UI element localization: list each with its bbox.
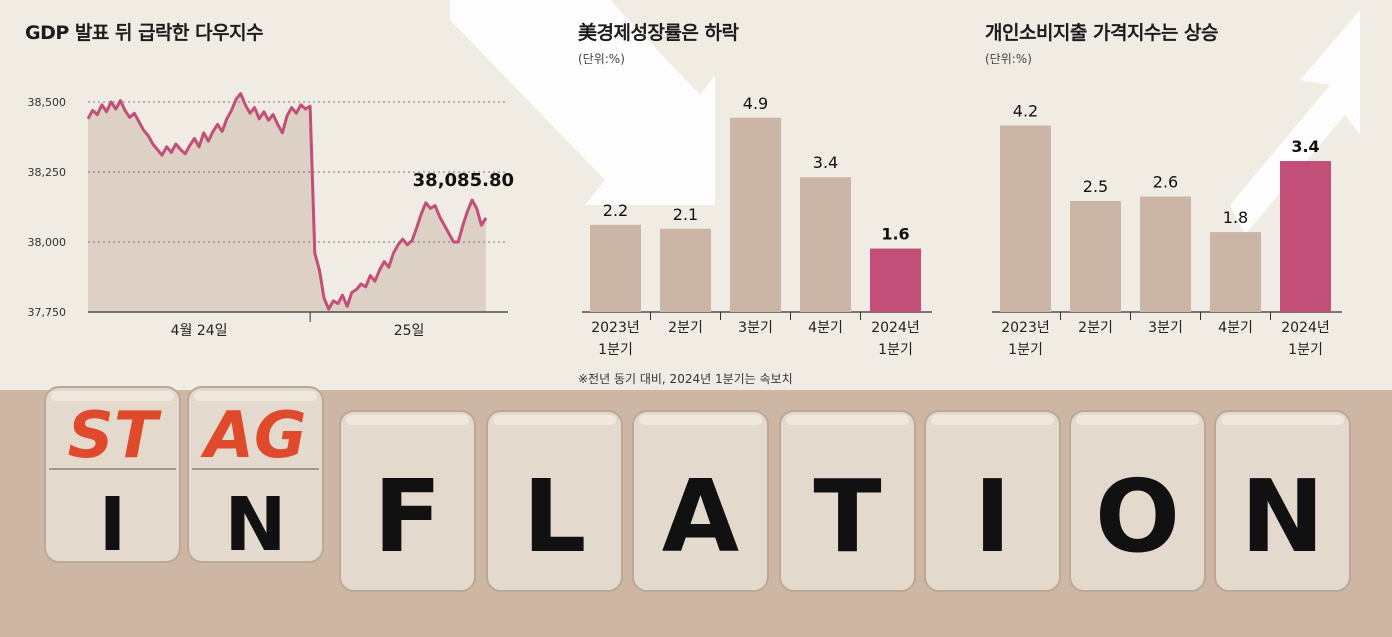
dow-last-value-label: 38,085.80	[413, 170, 514, 191]
gdp-bar	[660, 228, 711, 312]
pce-chart-title: 개인소비지출 가격지수는 상승	[985, 22, 1218, 44]
gdp-category-label: 1분기	[878, 342, 913, 358]
die-6: T	[779, 410, 916, 592]
pce-category-label: 4분기	[1218, 320, 1253, 336]
die-letter: T	[813, 458, 881, 575]
gdp-category-label: 4분기	[808, 320, 843, 336]
die-top-letter: ST	[68, 399, 162, 473]
gdp-bar-chart: 2.2 2023년 1분기 2.1 2분기 4.9 3분기 3.4 4분기 1.6 2024년 1분기	[582, 94, 932, 358]
gdp-bar	[800, 177, 851, 312]
die-top-letter: AG	[199, 399, 306, 473]
die-letter: A	[662, 458, 739, 575]
die-letter: L	[523, 458, 587, 575]
pce-category-label: 2023년	[1001, 320, 1050, 336]
pce-category-label: 1분기	[1008, 342, 1043, 358]
die-1: ST I	[44, 386, 181, 568]
die-letter: I	[99, 482, 127, 568]
die-4: L	[486, 410, 623, 592]
dow-xtick-label: 4월 24일	[171, 323, 228, 339]
pce-bar	[1140, 196, 1191, 312]
die-9: N	[1214, 410, 1351, 592]
gdp-value-label: 4.9	[743, 94, 768, 113]
pce-bar	[1280, 161, 1331, 312]
dow-area	[88, 93, 486, 312]
gdp-bar	[870, 248, 921, 312]
gdp-value-label: 2.2	[603, 201, 628, 220]
gdp-chart-unit: (단위:%)	[578, 52, 625, 66]
gdp-category-label: 3분기	[738, 320, 773, 336]
gdp-bar	[730, 117, 781, 312]
die-letter: O	[1095, 458, 1180, 575]
pce-chart-unit: (단위:%)	[985, 52, 1032, 66]
gdp-value-label: 1.6	[881, 225, 909, 244]
pce-value-label: 1.8	[1223, 208, 1248, 227]
die-letter: N	[225, 482, 287, 568]
pce-bar	[1070, 201, 1121, 312]
gdp-bar	[590, 224, 641, 312]
die-2: AG N	[187, 386, 324, 568]
die-letter: F	[373, 458, 441, 575]
pce-bar	[1000, 125, 1051, 313]
dow-ytick-label: 38,250	[28, 166, 67, 179]
gdp-footnote: ※전년 동기 대비, 2024년 1분기는 속보치	[578, 372, 793, 386]
pce-bar	[1210, 232, 1261, 312]
dow-chart-title: GDP 발표 뒤 급락한 다우지수	[25, 22, 264, 44]
die-3: F	[339, 410, 476, 592]
gdp-category-label: 1분기	[598, 342, 633, 358]
die-letter: N	[1241, 458, 1325, 575]
gdp-chart-title: 美경제성장률은 하락	[578, 22, 739, 44]
gdp-category-label: 2023년	[591, 320, 640, 336]
gdp-value-label: 2.1	[673, 205, 698, 224]
pce-category-label: 3분기	[1148, 320, 1183, 336]
pce-value-label: 2.5	[1083, 177, 1108, 196]
dow-xtick-label: 25일	[394, 323, 425, 339]
pce-category-label: 2분기	[1078, 320, 1113, 336]
gdp-value-label: 3.4	[813, 153, 838, 172]
pce-category-label: 1분기	[1288, 342, 1323, 358]
pce-value-label: 4.2	[1013, 102, 1038, 121]
pce-value-label: 3.4	[1291, 137, 1319, 156]
dow-ytick-label: 38,500	[28, 96, 67, 109]
dow-series-line	[86, 92, 488, 311]
dow-line-chart: ★★★★★★★★★★★★★★★★★★★★★★★★★37,75038,00038,…	[28, 92, 514, 339]
up-arrow-shape	[1230, 10, 1360, 235]
gdp-category-label: 2024년	[871, 320, 920, 336]
die-8: O	[1069, 410, 1206, 592]
dow-ytick-label: 37,750	[28, 306, 67, 319]
die-7: I	[924, 410, 1061, 592]
gdp-category-label: 2분기	[668, 320, 703, 336]
pce-value-label: 2.6	[1153, 173, 1178, 192]
pce-category-label: 2024년	[1281, 320, 1330, 336]
down-arrow-shape	[450, 0, 715, 205]
dow-ytick-label: 38,000	[28, 236, 67, 249]
pce-bar-chart: 4.2 2023년 1분기 2.5 2분기 2.6 3분기 1.8 4분기 3.4 2024년 1분기	[992, 102, 1342, 358]
die-letter: I	[974, 458, 1011, 575]
die-5: A	[632, 410, 769, 592]
